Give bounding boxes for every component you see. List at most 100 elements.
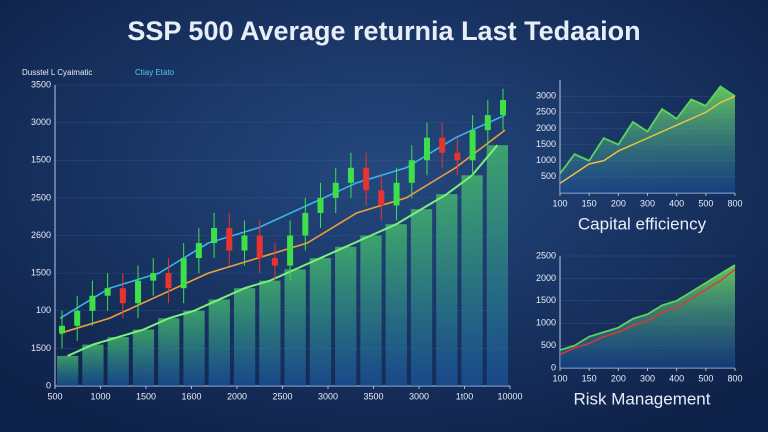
x-tick-label: 100 xyxy=(552,373,567,383)
candle-body xyxy=(150,273,157,281)
y-tick-label: 0 xyxy=(46,380,51,390)
x-tick-label: 10000 xyxy=(497,391,522,401)
bar xyxy=(436,194,458,386)
x-tick-label: 2500 xyxy=(272,391,292,401)
candle-body xyxy=(423,137,430,161)
candle-body xyxy=(165,273,172,289)
panel-title: Risk Management xyxy=(573,389,710,408)
bar xyxy=(233,288,256,386)
x-tick-label: 1500 xyxy=(136,391,156,401)
candle-body xyxy=(408,160,415,183)
bar xyxy=(309,258,332,386)
bar xyxy=(57,355,79,386)
candle-body xyxy=(256,235,263,259)
y-tick-label: 1000 xyxy=(536,318,556,328)
legend-text: Ctiay Etato xyxy=(135,68,175,77)
candle-body xyxy=(271,258,278,266)
bar xyxy=(183,310,205,386)
area xyxy=(560,86,735,193)
secondary-line xyxy=(559,268,736,356)
bar xyxy=(208,299,230,386)
candle-body xyxy=(104,288,111,296)
secondary-line xyxy=(559,95,736,184)
candle-body xyxy=(439,137,446,153)
y-tick-label: 1000 xyxy=(536,155,556,165)
x-tick-label: 1600 xyxy=(181,391,201,401)
candle-body xyxy=(287,235,294,266)
y-tick-label: 2500 xyxy=(536,107,556,117)
y-tick-label: 2500 xyxy=(536,250,556,260)
y-tick-label: 1500 xyxy=(31,155,51,165)
candle-body xyxy=(74,310,81,326)
x-tick-label: 150 xyxy=(582,373,597,383)
y-tick-label: 100 xyxy=(36,305,51,315)
x-tick-label: 800 xyxy=(727,198,742,208)
bar xyxy=(486,145,508,386)
x-tick-label: 500 xyxy=(698,198,713,208)
bar xyxy=(410,209,433,386)
bar-envelope xyxy=(67,144,499,357)
y-tick-label: 0 xyxy=(551,362,556,372)
candle-body xyxy=(89,295,96,311)
legend-text: Dusstel L Cyaimatic xyxy=(22,68,92,77)
bar xyxy=(107,337,129,386)
y-tick-label: 1500 xyxy=(536,295,556,305)
candle-body xyxy=(241,235,248,251)
y-tick-label: 2500 xyxy=(31,192,51,202)
x-tick-label: 3000 xyxy=(318,391,338,401)
x-tick-label: 800 xyxy=(727,373,742,383)
candle-body xyxy=(226,227,233,251)
trend-line xyxy=(59,129,506,335)
candle-body xyxy=(180,258,187,289)
y-tick-label: 1500 xyxy=(31,343,51,353)
y-tick-label: 1500 xyxy=(31,268,51,278)
area-line xyxy=(559,85,736,175)
bar xyxy=(284,269,306,386)
candle-body xyxy=(135,280,142,304)
x-tick-label: 300 xyxy=(640,373,655,383)
y-tick-label: 2000 xyxy=(536,273,556,283)
y-tick-label: 3500 xyxy=(31,79,51,89)
bar xyxy=(335,246,357,386)
candle-body xyxy=(347,167,354,183)
x-tick-label: 300 xyxy=(640,198,655,208)
bar xyxy=(360,235,382,386)
candle-body xyxy=(378,190,385,206)
y-tick-label: 500 xyxy=(541,340,556,350)
page-title: SSP 500 Average returnia Last Tedaaion xyxy=(127,16,640,46)
candle-body xyxy=(484,115,491,131)
x-tick-label: 3000 xyxy=(409,391,429,401)
candle-body xyxy=(317,197,324,213)
x-tick-label: 1t00 xyxy=(456,391,474,401)
candle-body xyxy=(59,325,65,334)
trend-line xyxy=(59,114,506,319)
panel-title: Capital efficiency xyxy=(578,214,707,233)
x-tick-label: 3500 xyxy=(363,391,383,401)
candle-body xyxy=(500,100,506,116)
bar xyxy=(461,175,483,386)
x-tick-label: 150 xyxy=(582,198,597,208)
x-tick-label: 200 xyxy=(611,373,626,383)
y-tick-label: 3000 xyxy=(31,117,51,127)
y-tick-label: 3000 xyxy=(536,91,556,101)
x-tick-label: 400 xyxy=(669,198,684,208)
y-tick-label: 500 xyxy=(541,171,556,181)
candle-body xyxy=(302,212,309,236)
y-tick-label: 2000 xyxy=(536,123,556,133)
x-tick-label: 500 xyxy=(698,373,713,383)
candle-body xyxy=(195,243,202,259)
candle-body xyxy=(332,182,339,198)
candle-body xyxy=(211,227,218,244)
bar xyxy=(132,329,155,386)
x-tick-label: 100 xyxy=(552,198,567,208)
x-tick-label: 200 xyxy=(611,198,626,208)
bar xyxy=(82,344,104,386)
area-line xyxy=(559,264,736,351)
candle-body xyxy=(119,288,126,304)
y-tick-label: 1500 xyxy=(536,139,556,149)
x-tick-label: 1000 xyxy=(90,391,110,401)
x-tick-label: 400 xyxy=(669,373,684,383)
x-tick-label: 2000 xyxy=(227,391,247,401)
